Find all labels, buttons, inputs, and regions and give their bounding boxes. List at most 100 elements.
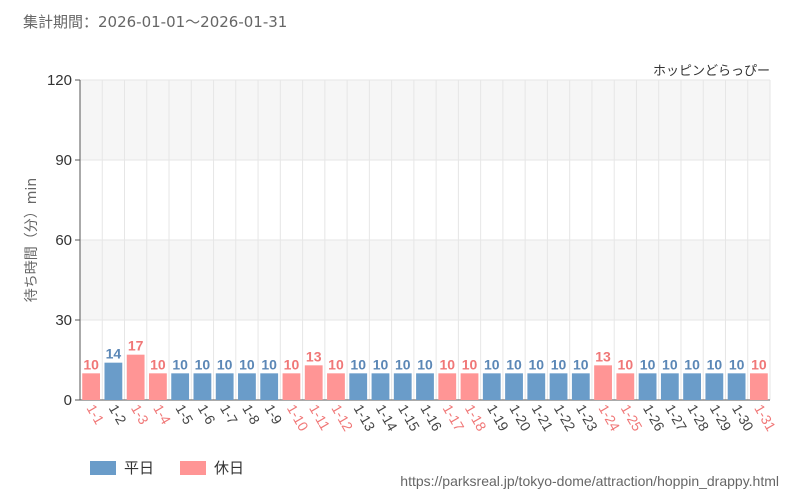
- legend-swatch-holiday: [180, 460, 207, 475]
- x-tick-label-1-1: 1-1: [84, 402, 108, 428]
- bar-1-1: [82, 373, 101, 400]
- legend-item-holiday[interactable]: 休日: [180, 457, 244, 478]
- x-tick-label-1-30: 1-30: [729, 402, 757, 434]
- x-tick-label-1-25: 1-25: [618, 402, 646, 434]
- bar-1-4: [149, 373, 167, 400]
- chart-title: ホッピンどらっぴー: [653, 64, 770, 79]
- value-label-1-21: 10: [529, 356, 545, 372]
- bar-1-10: [282, 373, 301, 400]
- y-tick-label: 90: [55, 152, 72, 169]
- y-tick-label: 30: [55, 312, 72, 329]
- value-label-1-5: 10: [172, 356, 188, 372]
- x-tick-label-1-20: 1-20: [506, 402, 534, 434]
- value-label-1-4: 10: [150, 356, 166, 372]
- x-tick-label-1-21: 1-21: [529, 402, 557, 434]
- x-tick-label-1-27: 1-27: [662, 402, 690, 434]
- bar-1-11: [304, 365, 323, 400]
- bar-1-19: [482, 373, 501, 400]
- value-label-1-11: 13: [306, 348, 322, 364]
- bar-1-26: [638, 373, 657, 400]
- value-label-1-30: 10: [729, 356, 745, 372]
- bar-1-16: [416, 373, 434, 400]
- value-label-1-14: 10: [373, 356, 389, 372]
- bar-1-28: [683, 373, 701, 400]
- bar-1-13: [349, 373, 368, 400]
- bar-1-15: [393, 373, 412, 400]
- bar-1-7: [215, 373, 234, 400]
- x-tick-label-1-7: 1-7: [217, 402, 241, 428]
- bar-1-12: [327, 373, 345, 400]
- source-url: https://parksreal.jp/tokyo-dome/attracti…: [400, 473, 779, 489]
- bar-1-31: [749, 373, 768, 400]
- bar-1-8: [238, 373, 256, 400]
- bar-1-24: [594, 365, 612, 400]
- x-tick-label-1-31: 1-31: [751, 402, 779, 434]
- legend-swatch-weekday: [90, 460, 116, 475]
- bar-1-27: [660, 373, 679, 400]
- x-tick-label-1-26: 1-26: [640, 402, 668, 434]
- value-label-1-10: 10: [284, 356, 300, 372]
- bar-1-29: [705, 373, 724, 400]
- value-label-1-19: 10: [484, 356, 500, 372]
- bar-1-3: [126, 354, 145, 400]
- value-label-1-31: 10: [751, 356, 767, 372]
- value-label-1-1: 10: [83, 356, 99, 372]
- value-label-1-3: 17: [128, 338, 144, 354]
- x-tick-label-1-4: 1-4: [150, 402, 174, 428]
- value-label-1-23: 10: [573, 356, 589, 372]
- bar-1-25: [616, 373, 635, 400]
- period-label: 集計期間：2026-01-01〜2026-01-31: [23, 13, 288, 31]
- y-axis-title: 待ち時間（分）min: [24, 178, 40, 302]
- x-tick-label-1-14: 1-14: [373, 402, 401, 434]
- value-label-1-17: 10: [439, 356, 455, 372]
- legend-label-weekday: 平日: [124, 459, 155, 477]
- y-tick-label: 120: [47, 72, 72, 89]
- x-tick-label-1-19: 1-19: [484, 402, 512, 434]
- value-label-1-13: 10: [350, 356, 366, 372]
- x-tick-label-1-11: 1-11: [306, 402, 333, 434]
- value-label-1-29: 10: [707, 356, 723, 372]
- y-tick-label: 60: [55, 232, 72, 249]
- x-tick-label-1-24: 1-24: [595, 402, 623, 434]
- bar-1-14: [371, 373, 390, 400]
- bar-1-23: [571, 373, 590, 400]
- value-label-1-27: 10: [662, 356, 678, 372]
- legend-item-weekday[interactable]: 平日: [90, 457, 154, 478]
- bar-1-21: [527, 373, 546, 400]
- value-label-1-22: 10: [551, 356, 567, 372]
- x-tick-label-1-3: 1-3: [128, 402, 152, 428]
- x-tick-label-1-13: 1-13: [351, 402, 379, 434]
- bar-1-18: [460, 373, 479, 400]
- value-label-1-26: 10: [640, 356, 656, 372]
- value-label-1-7: 10: [217, 356, 233, 372]
- y-tick-label: 0: [64, 392, 72, 409]
- bar-1-5: [171, 373, 190, 400]
- value-label-1-18: 10: [462, 356, 478, 372]
- x-tick-label-1-5: 1-5: [173, 402, 197, 428]
- x-tick-label-1-9: 1-9: [262, 402, 286, 428]
- value-label-1-20: 10: [506, 356, 522, 372]
- value-label-1-16: 10: [417, 356, 433, 372]
- x-tick-label-1-22: 1-22: [551, 402, 579, 434]
- value-label-1-12: 10: [328, 356, 344, 372]
- value-label-1-6: 10: [195, 356, 211, 372]
- value-label-1-2: 14: [106, 346, 122, 362]
- plot-band: [80, 160, 770, 240]
- legend: 平日 休日: [90, 457, 270, 478]
- bar-1-22: [549, 373, 568, 400]
- x-tick-label-1-18: 1-18: [462, 402, 490, 434]
- x-tick-label-1-28: 1-28: [684, 402, 712, 434]
- bar-1-2: [104, 362, 123, 400]
- x-tick-label-1-2: 1-2: [106, 402, 130, 428]
- x-tick-label-1-15: 1-15: [395, 402, 423, 434]
- value-label-1-24: 13: [595, 348, 611, 364]
- bar-1-17: [438, 373, 457, 400]
- value-label-1-9: 10: [261, 356, 277, 372]
- bar-1-6: [193, 373, 212, 400]
- x-tick-label-1-8: 1-8: [239, 402, 263, 428]
- value-label-1-28: 10: [684, 356, 700, 372]
- x-tick-label-1-6: 1-6: [195, 402, 219, 428]
- value-label-1-25: 10: [618, 356, 634, 372]
- value-label-1-15: 10: [395, 356, 411, 372]
